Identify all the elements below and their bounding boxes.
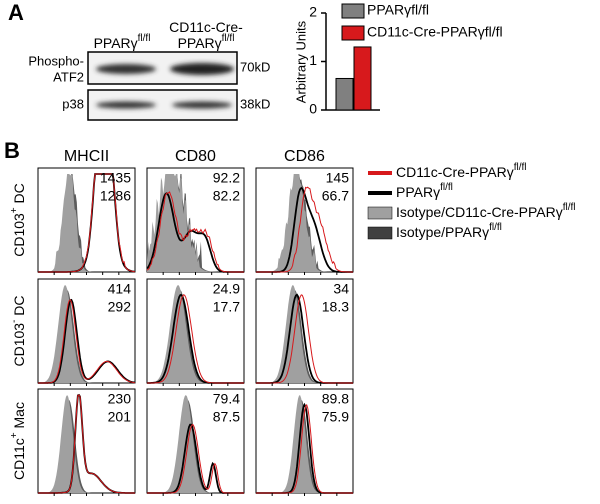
- mfi-value: 414: [108, 281, 132, 297]
- mfi-value: 145: [326, 170, 350, 186]
- row-label: Phospho-: [28, 53, 84, 68]
- row-label-part: Mac: [11, 402, 27, 432]
- y-tick-label: 1: [309, 52, 317, 68]
- mfi-value: 82.2: [213, 188, 240, 204]
- column-label-part: PPARγ: [178, 35, 222, 51]
- column-header: CD80: [175, 148, 216, 165]
- y-axis-title: Arbitrary Units: [293, 20, 308, 103]
- bar: [353, 46, 372, 111]
- mfi-value: 1435: [100, 170, 131, 186]
- legend-swatch: [367, 206, 393, 220]
- legend-swatch: [367, 226, 393, 240]
- row-label-part: CD103: [11, 323, 27, 367]
- mfi-value: 66.7: [322, 188, 349, 204]
- size-label: 38kD: [240, 96, 270, 111]
- row-label-part: +: [9, 432, 20, 438]
- legend-label-part: Isotype/PPARγ: [396, 224, 489, 240]
- row-label-part: DC: [11, 295, 27, 319]
- column-label: PPARγfl/fl: [178, 33, 235, 51]
- y-tick-label: 0: [309, 101, 317, 117]
- legend-label-part: fl/fl: [563, 202, 576, 213]
- row-label: CD103+ DC: [9, 183, 27, 257]
- column-label-part: fl/fl: [138, 33, 151, 44]
- legend-label: CD11c-Cre-PPARγfl/fl: [396, 162, 527, 180]
- legend-label-part: fl/fl: [440, 182, 453, 193]
- column-label-part: CD11c-Cre-: [169, 19, 243, 35]
- column-label: PPARγfl/fl: [94, 33, 151, 51]
- column-label-part: fl/fl: [222, 33, 235, 44]
- column-header: MHCII: [64, 148, 109, 165]
- legend-label-part: fl/fl: [489, 222, 502, 233]
- legend-label: Isotype/PPARγfl/fl: [396, 222, 502, 240]
- legend-swatch: [341, 3, 365, 19]
- legend-label-part: Isotype/CD11c-Cre-PPARγ: [396, 204, 563, 220]
- legend-swatch: [341, 25, 365, 41]
- isotype-histogram: [38, 395, 135, 493]
- legend-label-part: CD11c-Cre-PPARγ: [396, 164, 514, 180]
- legend-label: PPARγfl/fl: [367, 2, 429, 18]
- isotype-histogram: [256, 285, 353, 383]
- mfi-value: 17.7: [213, 299, 240, 315]
- blot-bands: [96, 63, 234, 109]
- mfi-value: 89.8: [322, 391, 349, 407]
- isotype-histogram: [256, 174, 353, 272]
- legend-label-part: PPARγ: [396, 184, 440, 200]
- isotype-histogram: [256, 395, 353, 493]
- row-label-part: CD11c: [11, 438, 27, 480]
- row-label-part: CD103: [11, 213, 27, 257]
- row-label: CD103- DC: [9, 295, 27, 366]
- isotype-histogram: [147, 395, 244, 493]
- row-label-part: -: [9, 320, 20, 323]
- mfi-value: 92.2: [213, 170, 240, 186]
- mfi-value: 201: [108, 409, 132, 425]
- histogram-line: [38, 299, 136, 384]
- legend-label: PPARγfl/fl: [396, 182, 453, 200]
- row-label-part: DC: [11, 183, 27, 207]
- mfi-value: 1286: [100, 188, 131, 204]
- mfi-value: 87.5: [213, 409, 240, 425]
- legend-label: CD11c-Cre-PPARγfl/fl: [367, 24, 503, 40]
- mfi-value: 75.9: [322, 409, 349, 425]
- panel-label: B: [4, 138, 20, 163]
- histogram-frame: [37, 388, 136, 494]
- mfi-value: 34: [333, 281, 349, 297]
- row-label: ATF2: [53, 69, 84, 84]
- histogram-line: [146, 191, 244, 273]
- row-label-part: +: [9, 207, 20, 213]
- mfi-value: 230: [108, 391, 132, 407]
- row-label: p38: [62, 96, 84, 111]
- column-label: CD11c-Cre-: [169, 19, 243, 35]
- column-header: CD86: [284, 148, 325, 165]
- column-label-part: PPARγ: [94, 35, 138, 51]
- mfi-value: 24.9: [213, 281, 240, 297]
- legend-label-part: fl/fl: [514, 162, 527, 173]
- size-label: 70kD: [240, 59, 270, 74]
- legend-label: Isotype/CD11c-Cre-PPARγfl/fl: [396, 202, 576, 220]
- panel-label: A: [8, 0, 24, 25]
- y-tick-label: 2: [309, 4, 317, 20]
- isotype-histogram: [38, 174, 135, 272]
- row-label: CD11c+ Mac: [9, 402, 27, 480]
- mfi-value: 292: [108, 299, 132, 315]
- bar: [335, 77, 354, 111]
- isotype-histogram: [147, 174, 244, 272]
- mfi-value: 18.3: [322, 299, 349, 315]
- mfi-value: 79.4: [213, 391, 240, 407]
